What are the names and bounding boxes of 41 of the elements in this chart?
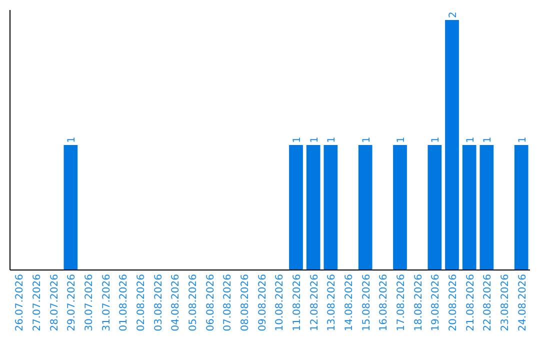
data-label: 1: [430, 136, 442, 143]
x-tick-label: 10.08.2026: [274, 274, 286, 332]
x-tick-label: 06.08.2026: [205, 274, 216, 332]
data-label: 1: [361, 136, 372, 143]
x-tick-label: 31.07.2026: [101, 274, 112, 332]
x-tick-label: 11.08.2026: [292, 274, 303, 332]
x-tick-label: 22.08.2026: [482, 274, 494, 332]
x-tick-label: 28.07.2026: [49, 274, 60, 332]
x-tick-label: 03.08.2026: [153, 274, 164, 332]
x-tick-label: 19.08.2026: [430, 274, 442, 332]
x-tick-label: 18.08.2026: [413, 274, 424, 332]
x-tick-label: 14.08.2026: [344, 274, 355, 332]
x-tick-label: 16.08.2026: [378, 274, 390, 332]
data-label: 2: [448, 12, 459, 18]
x-tick-label: 21.08.2026: [465, 274, 476, 332]
data-label: 1: [309, 136, 320, 143]
x-tick-label: 08.08.2026: [240, 274, 251, 332]
x-tick-label: 04.08.2026: [170, 274, 182, 332]
data-label: 1: [326, 136, 338, 143]
x-tick-label: 24.08.2026: [517, 274, 528, 332]
x-tick-label: 15.08.2026: [361, 274, 372, 332]
data-label: 1: [66, 136, 78, 143]
x-tick-label: 07.08.2026: [222, 274, 234, 332]
x-tick-label: 17.08.2026: [396, 274, 407, 332]
x-tick-label: 27.07.2026: [32, 274, 43, 332]
x-tick-label: 05.08.2026: [188, 274, 199, 332]
x-tick-label: 26.07.2026: [14, 274, 26, 332]
x-tick-label: 02.08.2026: [136, 274, 147, 332]
data-label: 1: [517, 136, 528, 143]
data-label: 1: [465, 136, 476, 143]
data-label: 1: [292, 136, 303, 143]
x-tick-label: 20.08.2026: [448, 274, 459, 332]
x-tick-label: 12.08.2026: [309, 274, 320, 332]
data-label: 1: [396, 136, 407, 143]
x-tick-label: 29.07.2026: [66, 274, 78, 332]
x-tick-label: 13.08.2026: [326, 274, 338, 332]
x-tick-label: 01.08.2026: [118, 274, 130, 332]
x-tick-label: 30.07.2026: [84, 274, 95, 332]
data-label: 1: [482, 136, 494, 143]
x-tick-label: 09.08.2026: [257, 274, 268, 332]
x-tick-label: 23.08.2026: [500, 274, 511, 332]
